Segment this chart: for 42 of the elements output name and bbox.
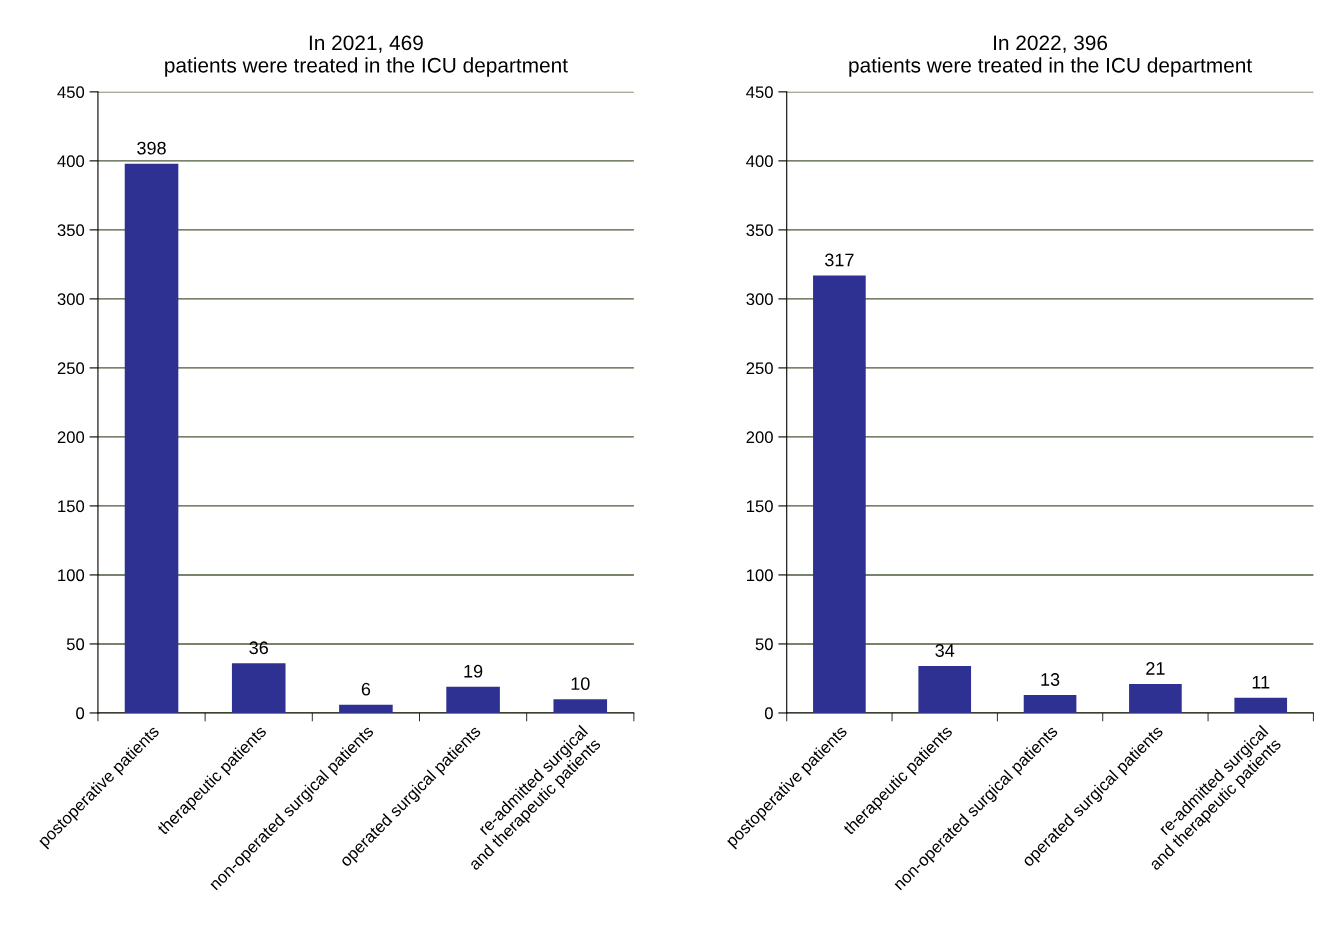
chart-title: In 2022, 396 patients were treated in the ICU department (849, 35, 1252, 77)
y-tick-label: 300 (57, 293, 85, 306)
y-tick-label: 200 (57, 431, 85, 444)
bar (1129, 683, 1182, 713)
bar (339, 704, 393, 713)
data-label: 10 (571, 677, 590, 691)
y-tick-label: 150 (58, 500, 85, 513)
data-label: 11 (1252, 676, 1270, 689)
bar (1234, 697, 1288, 713)
bar (231, 663, 286, 713)
data-label: 36 (249, 641, 268, 655)
y-tick-label: 400 (57, 155, 85, 168)
data-label: 398 (137, 141, 166, 155)
y-tick-label: 100 (58, 569, 85, 582)
data-label: 317 (825, 253, 854, 267)
chart-title: In 2021, 469 patients were treated in the ICU department (165, 35, 568, 77)
y-tick-label: 400 (746, 155, 773, 168)
y-tick-label: 0 (764, 707, 773, 720)
y-tick-label: 100 (746, 569, 773, 582)
y-tick-label: 350 (57, 224, 85, 237)
y-tick-label: 350 (746, 224, 773, 237)
y-tick-label: 50 (755, 638, 773, 651)
y-tick-label: 50 (66, 638, 85, 651)
bar (446, 686, 500, 713)
y-tick-label: 250 (57, 362, 85, 375)
data-label: 34 (935, 644, 955, 657)
bar (813, 275, 866, 713)
y-tick-label: 200 (746, 431, 773, 444)
bar (1023, 695, 1077, 713)
y-tick-label: 300 (746, 293, 773, 306)
bar (553, 699, 608, 713)
y-tick-label: 0 (76, 707, 85, 720)
y-tick-label: 250 (746, 362, 773, 375)
bar (918, 666, 972, 713)
bar (124, 163, 179, 713)
data-label: 19 (464, 664, 483, 678)
y-tick-label: 150 (746, 500, 773, 513)
data-label: 13 (1041, 673, 1060, 686)
data-label: 21 (1146, 662, 1165, 675)
data-label: 6 (361, 682, 371, 696)
y-tick-label: 450 (746, 86, 773, 99)
y-tick-label: 450 (57, 86, 85, 99)
